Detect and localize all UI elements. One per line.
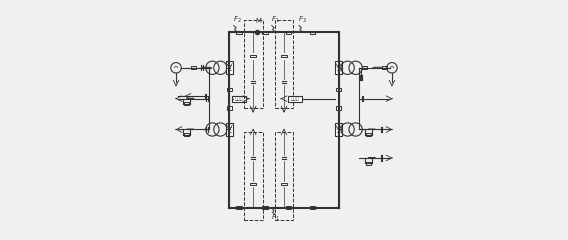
Bar <box>262 31 268 34</box>
Text: $F_2$: $F_2$ <box>233 15 241 25</box>
Text: M: M <box>256 18 261 24</box>
Bar <box>362 66 367 69</box>
Bar <box>184 133 189 136</box>
Bar <box>310 31 315 34</box>
Bar <box>287 96 302 102</box>
Bar <box>226 61 233 74</box>
Bar <box>244 20 262 108</box>
Bar <box>250 183 256 186</box>
Bar <box>281 54 287 57</box>
Bar <box>335 123 342 136</box>
Bar <box>366 162 371 165</box>
Bar <box>382 66 387 69</box>
Text: $F_1$: $F_1$ <box>271 213 279 223</box>
Bar <box>226 123 233 136</box>
Text: 接地极: 接地极 <box>290 96 299 101</box>
Bar <box>281 183 287 186</box>
Bar <box>236 206 241 209</box>
Bar <box>336 88 341 91</box>
Bar <box>366 133 371 136</box>
Bar <box>232 96 246 102</box>
Bar <box>236 31 241 34</box>
Text: 接地极: 接地极 <box>235 96 243 101</box>
Text: $F_3$: $F_3$ <box>298 15 307 25</box>
Bar <box>244 132 262 220</box>
Bar <box>274 132 294 220</box>
Bar <box>336 107 341 110</box>
Bar <box>286 31 291 34</box>
Bar <box>250 54 256 57</box>
Bar <box>262 206 268 209</box>
Bar <box>335 61 342 74</box>
Bar <box>184 102 189 105</box>
Bar <box>227 107 232 110</box>
Bar <box>310 206 315 209</box>
Bar <box>191 66 197 69</box>
Bar <box>227 88 232 91</box>
Bar <box>286 206 291 209</box>
Text: $F_1$: $F_1$ <box>271 15 279 25</box>
Bar <box>274 20 294 108</box>
